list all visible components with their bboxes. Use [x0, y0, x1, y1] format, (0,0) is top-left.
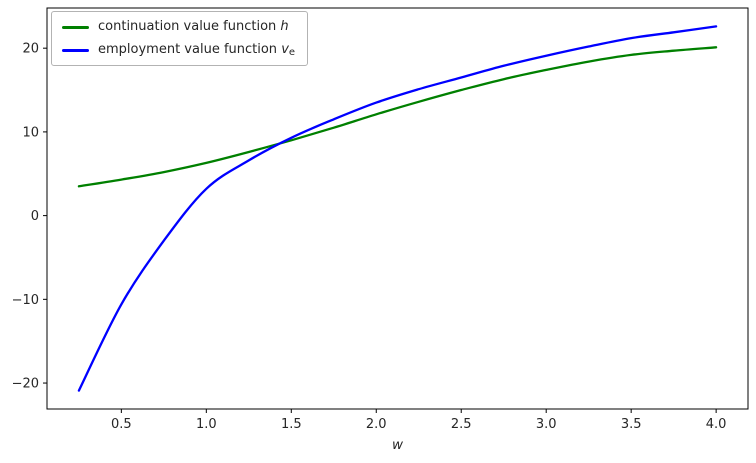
x-tick-label: 2.5 — [451, 417, 472, 432]
y-tick-label: 20 — [22, 42, 39, 57]
axes-spines — [46, 7, 749, 410]
y-tick-label: 0 — [31, 209, 39, 224]
y-tick-label: −10 — [12, 293, 39, 308]
legend-item-h: continuation value function h — [62, 19, 295, 35]
x-tick-label: 2.0 — [366, 417, 387, 432]
x-axis-label: w — [392, 437, 404, 453]
x-tick-label: 3.0 — [536, 417, 557, 432]
legend-label-h: continuation value function h — [98, 19, 289, 34]
legend: continuation value function h employment… — [51, 11, 309, 66]
x-tick-label: 1.5 — [281, 417, 302, 432]
x-tick-label: 3.5 — [621, 417, 642, 432]
x-tick-label: 1.0 — [196, 417, 217, 432]
y-tick-label: 10 — [22, 125, 39, 140]
h-line-swatch-icon — [62, 25, 89, 29]
legend-item-ve: employment value function ve — [62, 42, 295, 58]
legend-label-ve: employment value function ve — [98, 42, 296, 58]
x-tick-label: 4.0 — [706, 417, 727, 432]
series-line-0 — [77, 46, 718, 188]
x-tick-label: 0.5 — [111, 417, 132, 432]
series-line-1 — [77, 25, 718, 392]
ve-line-swatch-icon — [62, 48, 89, 52]
y-tick-label: −20 — [12, 377, 39, 392]
